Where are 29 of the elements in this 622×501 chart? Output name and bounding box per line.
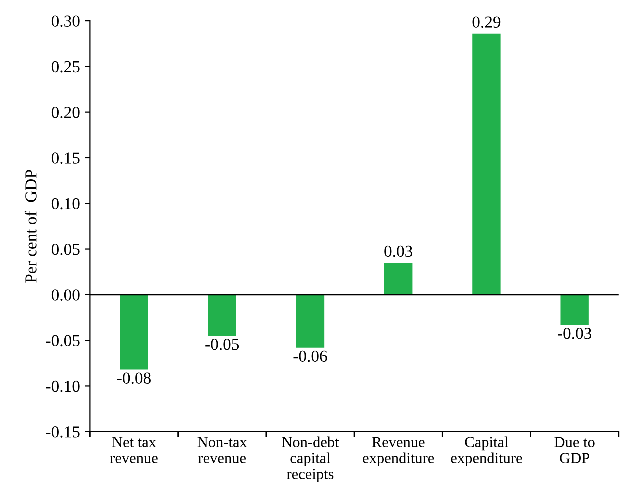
data-label: -0.06 [294, 350, 328, 362]
bar [560, 294, 589, 326]
y-tick-label: -0.05 [46, 335, 80, 347]
y-tick-label: 0.05 [52, 244, 80, 256]
x-tick-label: Capital expenditure [451, 436, 522, 467]
y-tick-label: -0.15 [46, 426, 80, 438]
y-tick-label: -0.10 [46, 380, 80, 392]
y-tick-label: 0.25 [52, 61, 80, 73]
x-tick-label: Net tax revenue [110, 437, 158, 464]
bar [472, 34, 501, 295]
data-label: -0.08 [118, 372, 151, 384]
x-tick-label: Non-debt capital receipts [282, 436, 340, 483]
x-tick-label: Due to GDP [554, 437, 595, 464]
data-label: 0.03 [384, 246, 413, 258]
bar [296, 294, 325, 348]
data-label: -0.03 [558, 328, 592, 340]
y-tick-label: 0.10 [52, 198, 80, 210]
bar [120, 294, 148, 370]
y-tick-label: 0.00 [52, 290, 80, 301]
y-tick-label: 0.15 [52, 152, 80, 164]
y-tick-label: 0.30 [52, 16, 80, 28]
y-axis-title: Per cent of GDP [24, 170, 37, 283]
bar [384, 262, 413, 295]
data-label: 0.29 [472, 16, 501, 28]
x-tick-label: Non-tax revenue [198, 437, 248, 464]
bar [208, 294, 236, 336]
data-label: -0.05 [206, 338, 240, 350]
y-tick-label: 0.20 [52, 107, 80, 118]
x-tick-label: Revenue expenditure [363, 437, 434, 467]
